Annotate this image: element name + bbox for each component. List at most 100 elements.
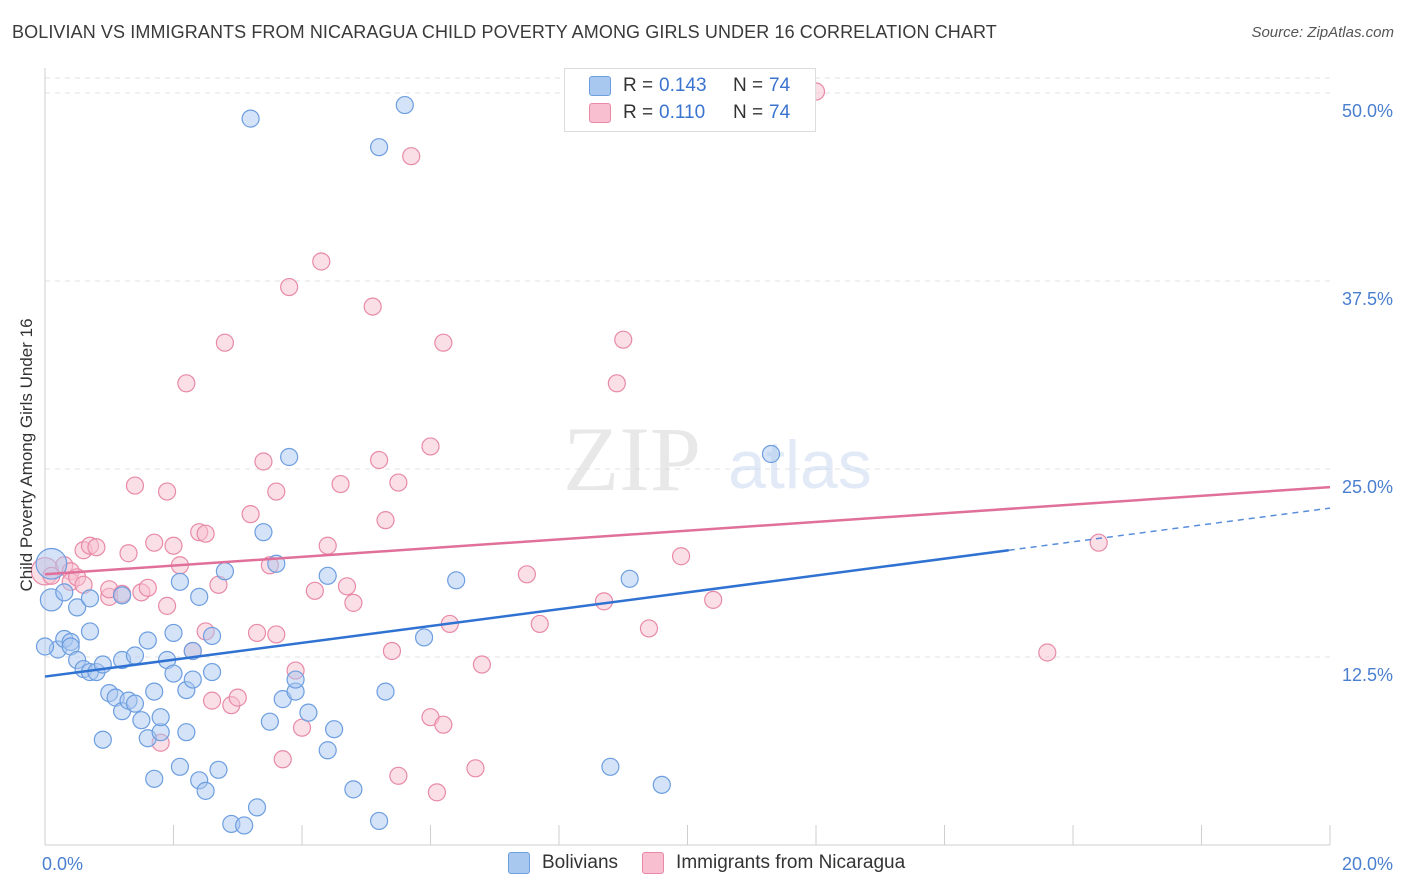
data-point (414, 628, 434, 647)
source-credit: Source: ZipAtlas.com (1251, 24, 1394, 41)
series-legend-bolivians[interactable]: Bolivians (508, 852, 618, 874)
tick-labels: 12.5% 25.0% 37.5% 50.0% 0.0% 20.0% (42, 101, 1393, 874)
series-swatch-blue (508, 852, 530, 874)
data-point (170, 572, 190, 591)
data-point (228, 688, 247, 707)
data-point (145, 533, 164, 552)
data-point (157, 482, 177, 501)
correlation-legend: R = 0.143 N = 74 R = 0.110 N = 74 (564, 68, 816, 132)
data-point (318, 536, 337, 555)
data-point (267, 482, 286, 501)
legend-r-value: 0.110 (659, 102, 706, 123)
data-point (370, 450, 389, 470)
data-point (170, 757, 190, 776)
trend-line-nicaragua (44, 485, 1331, 576)
data-point (376, 682, 395, 701)
data-point (183, 641, 202, 661)
data-point (280, 277, 299, 297)
data-point (157, 596, 177, 615)
data-point (125, 476, 145, 495)
y-tick-label: 50.0% (1342, 101, 1393, 121)
data-point (68, 598, 87, 617)
data-point (363, 297, 382, 316)
x-tick-label: 0.0% (42, 854, 83, 874)
data-point (382, 641, 402, 661)
data-point (421, 437, 440, 456)
data-point (331, 474, 350, 494)
data-point (119, 544, 138, 563)
legend-n-label: N = (733, 102, 764, 123)
data-point (215, 333, 234, 352)
watermark-atlas: atlas (728, 427, 872, 503)
data-point (1089, 533, 1108, 552)
data-point (196, 781, 215, 800)
data-point (132, 711, 151, 730)
series-swatch-pink (642, 852, 665, 874)
data-point (376, 511, 395, 530)
data-point (614, 330, 633, 349)
data-point (164, 536, 183, 555)
data-point (337, 577, 357, 596)
data-point (177, 374, 196, 393)
y-tick-label: 12.5% (1342, 665, 1393, 685)
legend-n-value: 74 (769, 102, 791, 123)
data-point (761, 444, 781, 464)
data-point (370, 138, 389, 157)
data-point (247, 623, 267, 643)
bolivian-points (35, 95, 781, 835)
legend-n-label: N = (733, 75, 764, 96)
data-point (241, 505, 260, 524)
data-point (183, 670, 202, 689)
data-point (35, 637, 55, 656)
data-point (273, 750, 292, 769)
data-point (209, 760, 228, 779)
data-point (370, 811, 389, 831)
data-point (177, 723, 196, 742)
legend-row-bolivians: R = 0.143 N = 74 (589, 73, 790, 99)
data-point (125, 646, 145, 665)
data-point (280, 447, 299, 467)
trend-extension-bolivians (1008, 507, 1331, 551)
trend-lines (44, 485, 1331, 678)
data-point (80, 622, 100, 641)
data-point (466, 759, 485, 778)
data-point (164, 664, 183, 683)
data-point (164, 623, 183, 643)
data-point (434, 333, 453, 352)
data-point (190, 587, 209, 606)
series-legend-nicaragua[interactable]: Immigrants from Nicaragua (642, 852, 905, 874)
data-point (402, 147, 421, 166)
data-point (318, 741, 337, 760)
data-point (93, 730, 112, 749)
data-point (704, 590, 723, 609)
data-point (112, 586, 132, 605)
data-point (286, 670, 305, 689)
legend-r-value: 0.143 (659, 75, 707, 96)
data-point (312, 252, 331, 271)
legend-n-value: 74 (769, 75, 791, 96)
data-point (517, 565, 536, 584)
data-point (87, 538, 106, 557)
data-point (202, 662, 222, 682)
data-point (196, 524, 215, 543)
y-axis-label: Child Poverty Among Girls Under 16 (17, 318, 36, 591)
data-point (145, 682, 164, 701)
data-point (389, 766, 408, 785)
data-point (601, 757, 620, 776)
series-label-bolivians: Bolivians (542, 852, 619, 873)
data-point (639, 619, 659, 638)
data-point (241, 109, 260, 128)
series-label-nicaragua: Immigrants from Nicaragua (676, 852, 906, 873)
data-point (125, 694, 145, 713)
data-point (247, 798, 267, 817)
data-point (344, 593, 363, 612)
data-point (427, 783, 447, 802)
watermark-zip: ZIP (563, 408, 701, 510)
legend-swatch-pink (589, 103, 611, 123)
data-point (389, 473, 408, 492)
data-point (260, 712, 279, 731)
data-point (472, 655, 491, 674)
data-point (620, 569, 639, 588)
data-point (671, 547, 691, 566)
